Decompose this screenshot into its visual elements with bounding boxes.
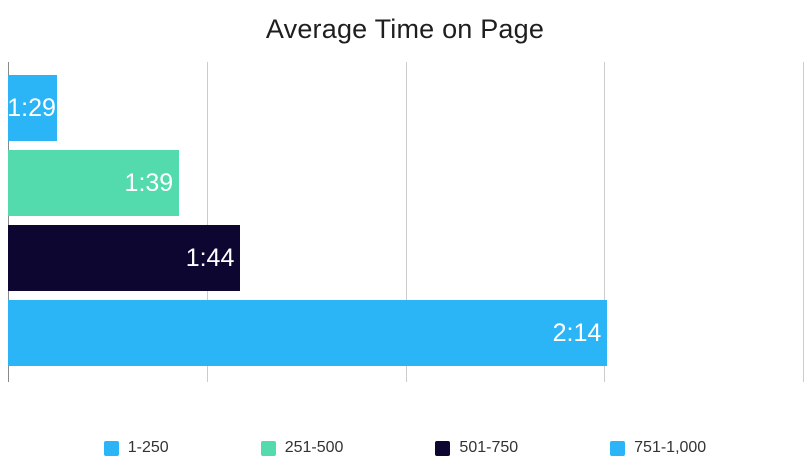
- legend-label: 751-1,000: [634, 439, 707, 456]
- bar-1-250: 1:29: [7, 75, 57, 141]
- gridline: [405, 62, 407, 382]
- chart-legend: 1-250 251-500 501-750 751-1,000: [0, 436, 810, 460]
- bar-value-label: 1:44: [185, 243, 235, 272]
- bar-751-1,000: 2:14: [8, 300, 608, 366]
- y-axis-line: [8, 62, 9, 382]
- gridline: [803, 62, 804, 382]
- plot-area: 1:29 1:39 1:44 2:14: [7, 62, 804, 382]
- legend-swatch-icon: [610, 440, 626, 456]
- legend-item-501-750: 501-750: [435, 440, 518, 456]
- legend-swatch-icon: [260, 440, 276, 456]
- legend-label: 501-750: [459, 439, 519, 456]
- bar-value-label: 1:39: [124, 168, 174, 197]
- legend-swatch-icon: [103, 440, 119, 456]
- chart-title: Average Time on Page: [265, 14, 545, 44]
- bar-value-label: 2:14: [552, 318, 602, 347]
- bar-value-label: 1:29: [7, 93, 56, 122]
- legend-item-1-250: 1-250: [103, 439, 169, 456]
- bar-501-750: 1:44: [8, 225, 241, 291]
- legend-swatch-icon: [435, 440, 451, 456]
- legend-label: 251-500: [284, 439, 344, 456]
- gridline: [604, 62, 606, 382]
- bar-251-500: 1:39: [8, 150, 180, 216]
- gridline: [206, 62, 208, 382]
- legend-label: 1-250: [127, 439, 169, 456]
- legend-item-751-1,000: 751-1,000: [610, 440, 706, 456]
- legend-item-251-500: 251-500: [260, 439, 344, 456]
